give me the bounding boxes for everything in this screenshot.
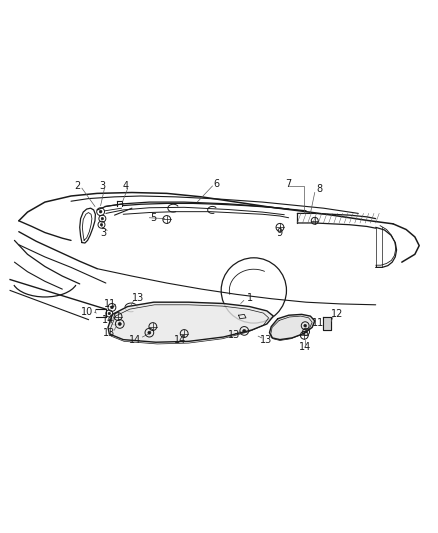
- Text: 1: 1: [247, 293, 254, 303]
- Circle shape: [243, 329, 246, 333]
- Text: 14: 14: [174, 335, 186, 345]
- Circle shape: [305, 330, 307, 333]
- Circle shape: [148, 331, 151, 334]
- Text: 9: 9: [277, 228, 283, 238]
- Text: 13: 13: [103, 328, 116, 337]
- Text: 11: 11: [312, 318, 325, 328]
- Text: 12: 12: [331, 309, 343, 319]
- Circle shape: [108, 312, 110, 314]
- Circle shape: [118, 322, 121, 326]
- Text: 3: 3: [99, 181, 106, 191]
- Circle shape: [101, 217, 103, 220]
- Text: 13: 13: [228, 330, 240, 340]
- Text: 6: 6: [214, 179, 220, 189]
- Text: 14: 14: [299, 342, 311, 352]
- Text: 2: 2: [74, 181, 81, 191]
- Text: 4: 4: [122, 181, 128, 191]
- Polygon shape: [323, 317, 331, 329]
- Circle shape: [304, 324, 307, 327]
- Text: 13: 13: [260, 335, 272, 345]
- Text: 13: 13: [132, 293, 144, 303]
- Text: 5: 5: [151, 213, 157, 223]
- Polygon shape: [108, 302, 273, 342]
- Polygon shape: [269, 314, 315, 340]
- Text: 14: 14: [102, 316, 115, 326]
- Text: 3: 3: [101, 228, 107, 238]
- Text: 11: 11: [104, 300, 117, 309]
- Circle shape: [99, 211, 102, 213]
- Text: 8: 8: [316, 184, 322, 194]
- Circle shape: [110, 306, 113, 309]
- Text: 10: 10: [81, 307, 93, 317]
- Text: 7: 7: [286, 179, 292, 189]
- Circle shape: [100, 223, 102, 226]
- Text: 14: 14: [129, 335, 141, 345]
